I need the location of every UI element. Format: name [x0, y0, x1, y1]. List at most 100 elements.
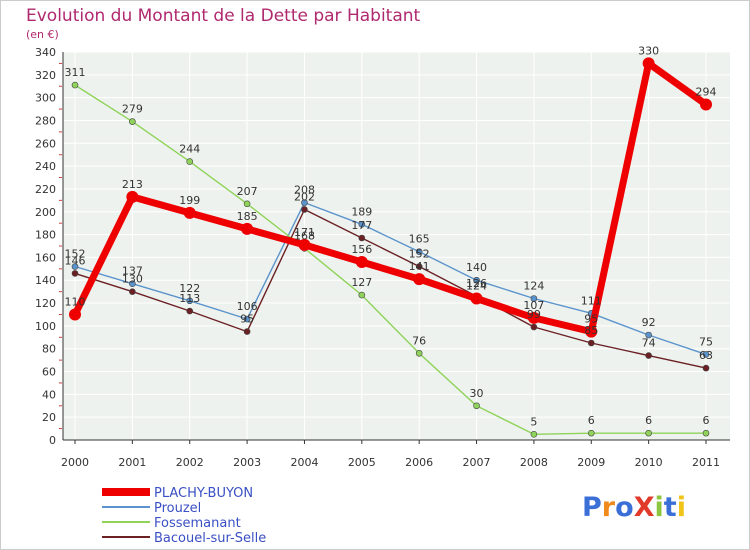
x-tick-label: 2001 [118, 456, 146, 469]
data-label: 168 [294, 229, 315, 242]
data-label: 165 [409, 233, 430, 246]
data-label: 279 [122, 103, 143, 116]
data-point [358, 291, 366, 299]
data-label: 199 [179, 194, 200, 207]
chart-subtitle: (en €) [26, 28, 59, 41]
data-label: 85 [584, 324, 598, 337]
data-point [530, 295, 538, 302]
data-point [415, 263, 423, 270]
logo-letter: o [615, 492, 634, 523]
legend-label: Prouzel [154, 501, 201, 516]
data-label: 244 [179, 143, 200, 156]
y-tick-label: 220 [35, 183, 56, 196]
data-point [585, 325, 598, 338]
data-label: 156 [351, 243, 372, 256]
data-label: 5 [530, 415, 537, 428]
data-label: 311 [65, 66, 86, 79]
axis-layer: 0 20 40 60 80 100 120 140 160 180 200 220 240 260 280 3… [35, 46, 730, 469]
data-point [642, 57, 655, 70]
data-label: 95 [584, 313, 598, 326]
y-tick-label: 60 [42, 366, 56, 379]
series-line-prouzel [74, 201, 707, 356]
data-label: 124 [466, 279, 487, 292]
legend: PLACHY-BUYONProuzelFossemanantBacouel-su… [102, 486, 266, 546]
data-point [702, 351, 710, 358]
series-line-fossemanant [74, 84, 707, 435]
data-point [186, 297, 194, 305]
data-point [530, 323, 538, 331]
data-point [243, 200, 251, 208]
series-line-bacouel-sur-selle [74, 208, 707, 369]
data-label: 207 [237, 185, 258, 198]
data-label: 294 [696, 85, 717, 98]
data-label: 140 [466, 261, 487, 274]
y-tick-label: 100 [35, 320, 56, 333]
data-point [700, 98, 712, 111]
y-tick-label: 320 [35, 69, 56, 82]
y-tick-label: 280 [35, 114, 56, 127]
data-point [241, 222, 254, 235]
y-tick-label: 0 [49, 434, 56, 447]
data-label: 171 [294, 226, 315, 239]
data-label: 122 [179, 282, 200, 295]
data-label: 106 [237, 300, 258, 313]
y-tick-label: 300 [35, 92, 56, 105]
logo-letter: t [664, 492, 677, 523]
x-tick-label: 2008 [520, 456, 548, 469]
y-tick-label: 120 [35, 297, 56, 310]
legend-label: Fossemanant [154, 516, 241, 531]
data-label: 6 [588, 414, 595, 427]
data-point [243, 315, 251, 323]
data-label: 126 [466, 277, 487, 290]
y-tick-label: 140 [35, 274, 56, 287]
data-point [473, 402, 480, 410]
data-point [126, 190, 139, 203]
data-point [71, 81, 79, 89]
label-layer: 110 213 199 185 171 156 141 124 107 95 330 294 152 13… [65, 44, 717, 428]
y-tick-label: 180 [35, 229, 56, 242]
data-label: 213 [122, 178, 143, 191]
y-tick-label: 80 [42, 343, 56, 356]
data-label: 146 [65, 254, 86, 267]
data-point [587, 339, 595, 347]
data-point [129, 280, 136, 287]
data-point [186, 158, 194, 165]
data-label: 124 [523, 279, 544, 292]
x-tick-label: 2011 [692, 456, 720, 469]
data-point [358, 234, 366, 242]
y-tick-label: 240 [35, 160, 56, 173]
proxiti-logo: ProXiti [582, 492, 686, 523]
data-point [470, 292, 483, 305]
logo-letter: r [602, 492, 616, 523]
data-point [243, 328, 251, 335]
x-tick-label: 2006 [405, 456, 433, 469]
x-tick-label: 2007 [463, 456, 491, 469]
data-label: 208 [294, 184, 315, 197]
plot-area [63, 52, 730, 440]
data-point [530, 430, 538, 438]
data-point [298, 238, 311, 251]
data-point [358, 221, 366, 228]
data-label: 63 [699, 349, 713, 362]
data-label: 330 [638, 44, 659, 57]
data-point [129, 288, 136, 295]
data-label: 177 [351, 219, 372, 232]
data-point [415, 248, 423, 256]
data-point [645, 429, 652, 437]
data-point [587, 429, 595, 437]
data-label: 137 [122, 265, 143, 278]
legend-label: Bacouel-sur-Selle [154, 531, 266, 546]
logo-letter: P [582, 492, 602, 523]
y-tick-label: 160 [35, 251, 56, 264]
data-point [301, 199, 308, 206]
data-label: 113 [179, 292, 200, 305]
y-tick-label: 40 [42, 388, 56, 401]
data-label: 6 [703, 414, 710, 427]
data-point [702, 364, 710, 372]
data-label: 110 [65, 295, 86, 308]
data-point [186, 307, 194, 315]
data-label: 141 [409, 260, 430, 273]
data-point [645, 331, 652, 339]
